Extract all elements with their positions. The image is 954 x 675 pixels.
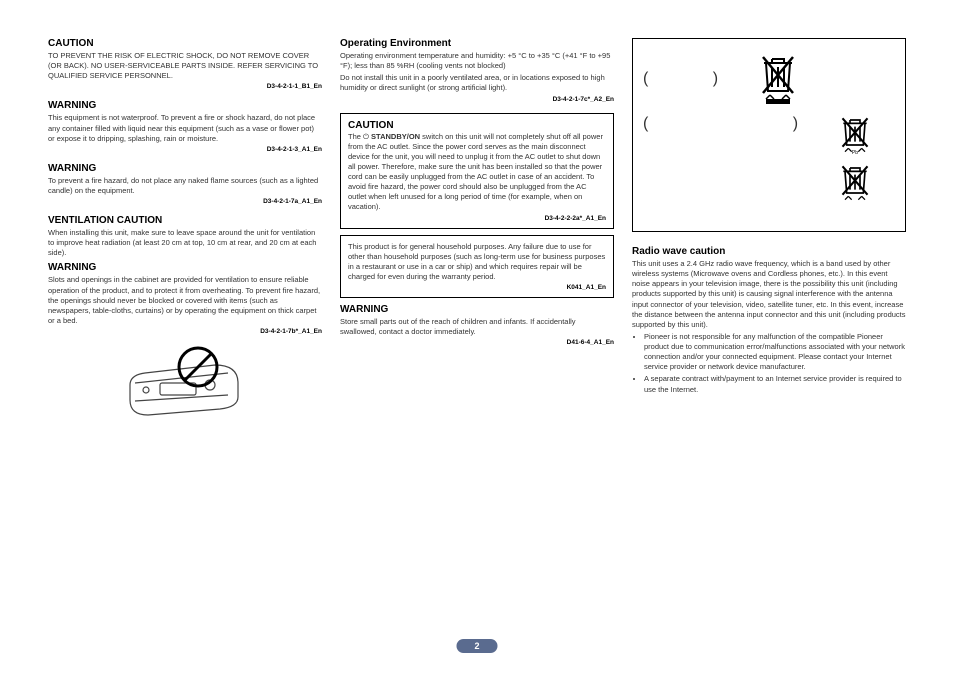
- household-use-text: This product is for general household pu…: [348, 242, 606, 283]
- warning-3-text: Slots and openings in the cabinet are pr…: [48, 275, 322, 326]
- warning-4-heading: WARNING: [340, 304, 614, 315]
- standby-caution-ref: D3-4-2-2-2a*_A1_En: [348, 215, 606, 222]
- page-number-badge: 2: [456, 639, 497, 653]
- column-1: CAUTION TO PREVENT THE RISK OF ELECTRIC …: [48, 38, 322, 425]
- household-use-ref: K041_A1_En: [348, 284, 606, 291]
- weee-bin-icon-1: [758, 53, 798, 105]
- svg-text:Pb: Pb: [852, 150, 858, 155]
- radio-bullet-2: A separate contract with/payment to an I…: [644, 374, 906, 394]
- warning-1-heading: WARNING: [48, 100, 322, 111]
- standby-caution-text: The ⏻ STANDBY/ON switch on this unit wil…: [348, 132, 606, 213]
- column-2: Operating Environment Operating environm…: [340, 38, 614, 425]
- warning-1-text: This equipment is not waterproof. To pre…: [48, 113, 322, 143]
- warning-4-text: Store small parts out of the reach of ch…: [340, 317, 614, 337]
- paren-1: ( ): [643, 70, 748, 88]
- ventilation-text: When installing this unit, make sure to …: [48, 228, 322, 258]
- paren-2: ( ): [643, 115, 868, 133]
- radio-wave-bullets: Pioneer is not responsible for any malfu…: [632, 332, 906, 395]
- radio-wave-heading: Radio wave caution: [632, 246, 906, 257]
- standby-text-pre: The: [348, 132, 363, 141]
- standby-caution-box: CAUTION The ⏻ STANDBY/ON switch on this …: [340, 113, 614, 229]
- standby-power-icon: ⏻: [363, 132, 371, 141]
- warning-3-ref: D3-4-2-1-7b*_A1_En: [48, 328, 322, 335]
- radio-bullet-1: Pioneer is not responsible for any malfu…: [644, 332, 906, 373]
- caution-heading: CAUTION: [48, 38, 322, 49]
- warning-2-ref: D3-4-2-1-7a_A1_En: [48, 198, 322, 205]
- standby-on-label: STANDBY/ON: [371, 132, 420, 141]
- operating-env-heading: Operating Environment: [340, 38, 614, 49]
- radio-wave-text: This unit uses a 2.4 GHz radio wave freq…: [632, 259, 906, 330]
- weee-symbols-box: ( ) ( ): [632, 38, 906, 232]
- operating-env-text-1: Operating environment temperature and hu…: [340, 51, 614, 71]
- caution-text: TO PREVENT THE RISK OF ELECTRIC SHOCK, D…: [48, 51, 322, 81]
- column-3: ( ) ( ): [632, 38, 906, 425]
- weee-bin-icon-3: [838, 163, 872, 203]
- household-use-box: This product is for general household pu…: [340, 235, 614, 299]
- warning-1-ref: D3-4-2-1-3_A1_En: [48, 146, 322, 153]
- warning-2-heading: WARNING: [48, 163, 322, 174]
- warning-3-heading: WARNING: [48, 262, 322, 273]
- operating-env-ref: D3-4-2-1-7c*_A2_En: [340, 96, 614, 103]
- caution-ref: D3-4-2-1-1_B1_En: [48, 83, 322, 90]
- warning-4-ref: D41-6-4_A1_En: [340, 339, 614, 346]
- standby-text-post: switch on this unit will not completely …: [348, 132, 603, 212]
- weee-bin-icon-2: Pb: [838, 115, 872, 155]
- standby-caution-heading: CAUTION: [348, 120, 606, 131]
- operating-env-text-2: Do not install this unit in a poorly ven…: [340, 73, 614, 93]
- product-no-cover-icon: [120, 345, 250, 425]
- warning-2-text: To prevent a fire hazard, do not place a…: [48, 176, 322, 196]
- ventilation-heading: VENTILATION CAUTION: [48, 215, 322, 226]
